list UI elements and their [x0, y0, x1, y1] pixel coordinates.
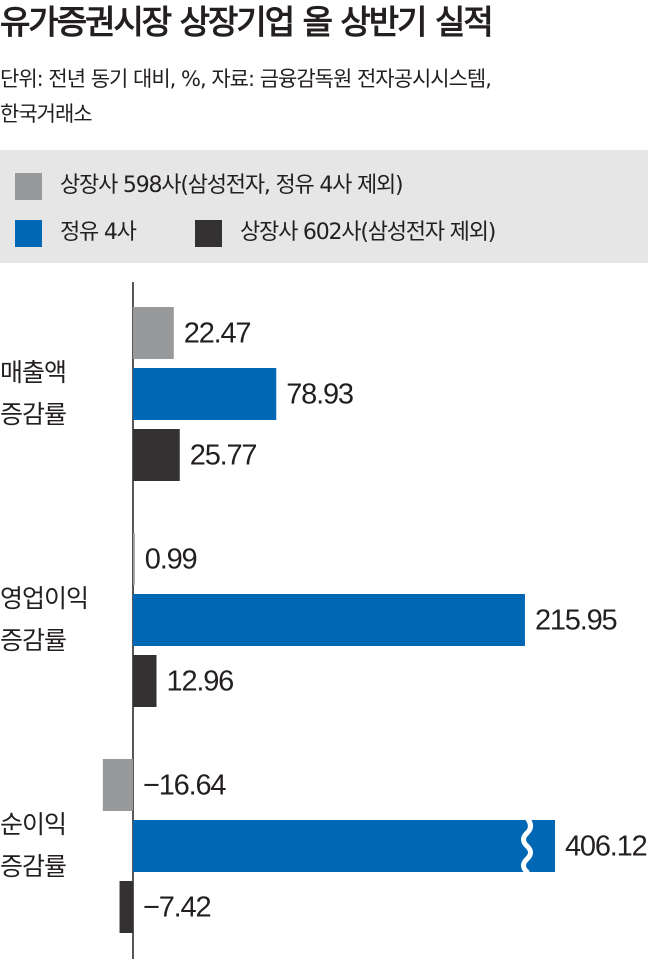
- legend-swatch: [195, 220, 222, 247]
- data-label: 78.93: [286, 379, 353, 411]
- bar: [133, 594, 525, 646]
- category-label: 영업이익: [0, 584, 88, 613]
- data-label: 215.95: [535, 605, 617, 637]
- bar: [133, 533, 135, 585]
- data-label: 12.96: [167, 666, 234, 698]
- legend-swatch: [15, 220, 42, 247]
- chart-title: 유가증권시장 상장기업 올 상반기 실적: [0, 3, 492, 42]
- data-label: 0.99: [145, 544, 197, 576]
- data-label: −16.64: [143, 770, 226, 802]
- category-label: 증감률: [0, 626, 66, 655]
- bar: [133, 820, 555, 872]
- legend-swatch: [15, 173, 42, 200]
- axis-break: [521, 816, 533, 874]
- data-label: 22.47: [184, 318, 251, 350]
- bar: [119, 881, 133, 933]
- bar: [102, 759, 133, 811]
- legend-background: [0, 150, 648, 263]
- data-label: −7.42: [143, 892, 210, 924]
- category-label: 증감률: [0, 852, 66, 881]
- bar: [133, 307, 174, 359]
- chart-subtitle: 한국거래소: [0, 102, 92, 126]
- bar: [133, 368, 277, 420]
- legend-label: 상장사 598사(삼성전자, 정유 4사 제외): [60, 173, 402, 198]
- legend-label: 정유 4사: [60, 220, 137, 245]
- category-label: 증감률: [0, 400, 66, 429]
- bar: [133, 429, 180, 481]
- chart-subtitle: 단위: 전년 동기 대비, %, 자료: 금융감독원 전자공시시스템,: [0, 67, 491, 91]
- data-label: 25.77: [190, 440, 257, 472]
- data-label: 406.12: [565, 831, 647, 863]
- legend-label: 상장사 602사(삼성전자 제외): [240, 220, 495, 245]
- bar: [133, 655, 157, 707]
- category-label: 순이익: [0, 810, 66, 839]
- category-label: 매출액: [0, 358, 66, 387]
